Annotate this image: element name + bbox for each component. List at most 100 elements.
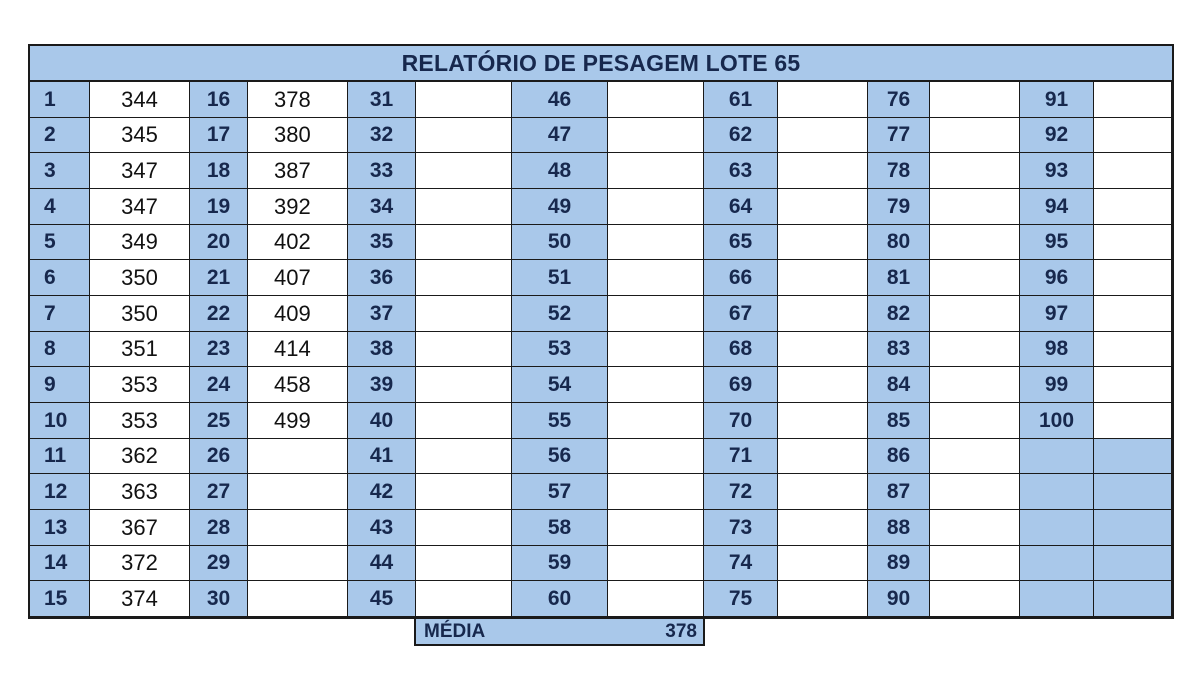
item-number-cell: 29 [190, 546, 248, 581]
item-number-cell: 83 [868, 332, 930, 367]
weight-value-cell [1094, 189, 1172, 225]
weight-value-cell: 414 [248, 332, 348, 367]
item-number-cell: 79 [868, 189, 930, 225]
average-label: MÉDIA [424, 620, 486, 642]
item-number-cell: 22 [190, 296, 248, 332]
item-number-cell: 73 [704, 510, 778, 546]
item-number-cell: 8 [30, 332, 90, 367]
item-number-cell: 57 [512, 474, 608, 510]
weight-value-cell [778, 153, 868, 189]
item-number-cell: 37 [348, 296, 416, 332]
weight-value-cell: 499 [248, 403, 348, 439]
item-number-cell: 15 [30, 581, 90, 617]
weight-value-cell [930, 189, 1020, 225]
weight-value-cell [416, 260, 512, 296]
weight-value-cell [778, 225, 868, 260]
item-number-cell: 94 [1020, 189, 1094, 225]
weight-value-cell: 378 [248, 82, 348, 118]
item-number-cell: 90 [868, 581, 930, 617]
weight-value-cell [416, 118, 512, 153]
weight-value-cell [608, 367, 704, 403]
weight-value-cell [1094, 332, 1172, 367]
item-number-cell: 14 [30, 546, 90, 581]
item-number-cell: 92 [1020, 118, 1094, 153]
item-number-cell: 91 [1020, 82, 1094, 118]
weight-value-cell [1094, 367, 1172, 403]
item-number-cell: 44 [348, 546, 416, 581]
item-number-cell: 12 [30, 474, 90, 510]
item-number-cell: 71 [704, 439, 778, 474]
item-number-cell: 6 [30, 260, 90, 296]
item-number-cell: 82 [868, 296, 930, 332]
item-number-cell: 58 [512, 510, 608, 546]
weight-value-cell [416, 474, 512, 510]
weight-value-cell [1094, 474, 1172, 510]
weight-value-cell [1094, 581, 1172, 617]
item-number-cell: 60 [512, 581, 608, 617]
weight-value-cell [248, 439, 348, 474]
item-number-cell: 87 [868, 474, 930, 510]
weight-value-cell: 345 [90, 118, 190, 153]
weight-value-cell: 407 [248, 260, 348, 296]
item-number-cell: 2 [30, 118, 90, 153]
weight-value-cell [778, 510, 868, 546]
weight-value-cell [608, 153, 704, 189]
weight-value-cell [248, 581, 348, 617]
item-number-cell: 72 [704, 474, 778, 510]
item-number-cell: 33 [348, 153, 416, 189]
weight-value-cell [608, 546, 704, 581]
weight-value-cell [608, 439, 704, 474]
weighing-grid: 1 344 2 345 3 347 4 347 5 349 6 350 7 350 8 351 9 353 10 35… [30, 82, 1172, 617]
item-number-cell: 27 [190, 474, 248, 510]
item-number-cell: 34 [348, 189, 416, 225]
item-number-cell: 75 [704, 581, 778, 617]
item-number-cell: 46 [512, 82, 608, 118]
weight-value-cell [608, 189, 704, 225]
weight-value-cell [608, 332, 704, 367]
weight-value-cell [416, 189, 512, 225]
weight-value-cell [416, 403, 512, 439]
item-number-cell: 85 [868, 403, 930, 439]
item-number-cell: 49 [512, 189, 608, 225]
item-number-cell: 69 [704, 367, 778, 403]
weight-value-cell [778, 260, 868, 296]
item-number-cell: 30 [190, 581, 248, 617]
item-number-cell: 13 [30, 510, 90, 546]
weight-value-cell [608, 118, 704, 153]
item-number-cell: 64 [704, 189, 778, 225]
weight-value-cell: 392 [248, 189, 348, 225]
weight-value-cell [930, 225, 1020, 260]
weight-value-cell [416, 153, 512, 189]
weight-value-cell: 458 [248, 367, 348, 403]
item-number-cell: 80 [868, 225, 930, 260]
weight-value-cell [778, 332, 868, 367]
item-number-cell: 31 [348, 82, 416, 118]
weight-value-cell [416, 581, 512, 617]
weight-value-cell [416, 510, 512, 546]
item-number-cell: 10 [30, 403, 90, 439]
item-number-cell: 81 [868, 260, 930, 296]
item-number-cell: 36 [348, 260, 416, 296]
weight-value-cell [608, 225, 704, 260]
weight-value-cell [930, 581, 1020, 617]
item-number-cell: 56 [512, 439, 608, 474]
item-number-cell: 98 [1020, 332, 1094, 367]
weight-value-cell [930, 510, 1020, 546]
weight-value-cell [778, 189, 868, 225]
weight-value-cell [248, 546, 348, 581]
weight-value-cell [608, 581, 704, 617]
weight-value-cell [930, 403, 1020, 439]
item-number-cell: 61 [704, 82, 778, 118]
item-number-cell [1020, 474, 1094, 510]
item-number-cell: 19 [190, 189, 248, 225]
weight-value-cell [1094, 439, 1172, 474]
weight-value-cell [608, 296, 704, 332]
weight-value-cell [930, 260, 1020, 296]
item-number-cell: 28 [190, 510, 248, 546]
item-number-cell: 51 [512, 260, 608, 296]
item-number-cell: 100 [1020, 403, 1094, 439]
item-number-cell: 25 [190, 403, 248, 439]
weight-value-cell [778, 581, 868, 617]
item-number-cell: 17 [190, 118, 248, 153]
weight-value-cell [248, 474, 348, 510]
